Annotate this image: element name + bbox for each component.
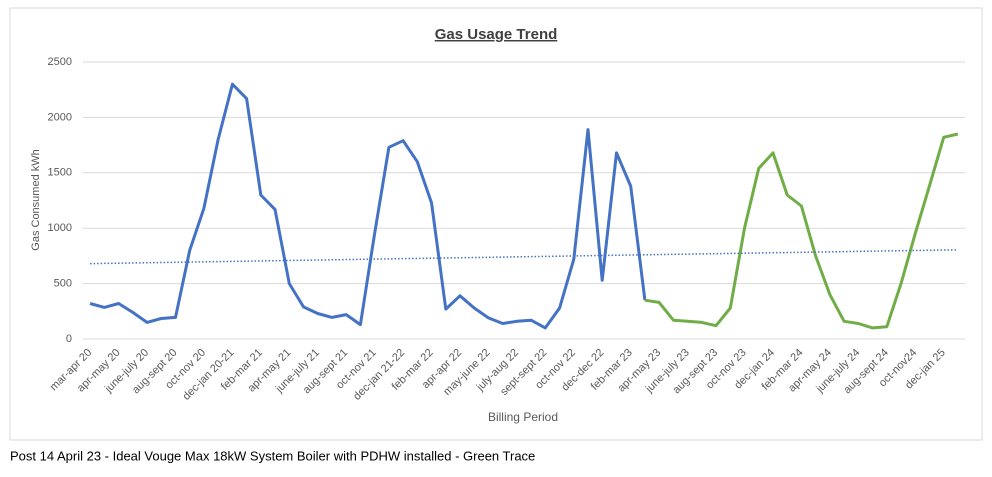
series-line bbox=[89, 82, 647, 330]
y-tick-label: 500 bbox=[54, 278, 72, 290]
trendline bbox=[90, 249, 958, 265]
chart-title: Gas Usage Trend bbox=[435, 26, 558, 43]
x-axis-label: Billing Period bbox=[488, 410, 558, 424]
footnote: Post 14 April 23 - Ideal Vouge Max 18kW … bbox=[10, 448, 535, 463]
y-tick-label: 0 bbox=[66, 333, 72, 345]
series-line bbox=[644, 132, 959, 330]
y-tick-label: 2500 bbox=[48, 56, 72, 68]
y-tick-label: 1500 bbox=[48, 167, 72, 179]
y-axis-label: Gas Consumed kWh bbox=[30, 149, 42, 250]
y-tick-label: 1000 bbox=[48, 222, 72, 234]
chart-frame bbox=[9, 7, 983, 441]
y-tick-label: 2000 bbox=[48, 111, 72, 123]
